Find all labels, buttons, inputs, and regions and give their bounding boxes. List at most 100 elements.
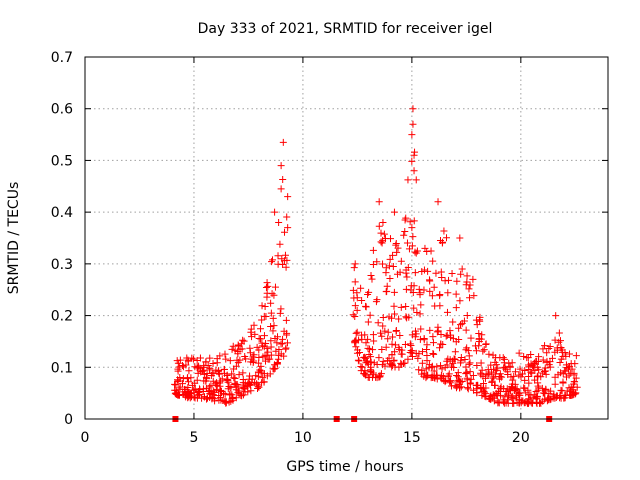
data-point: [389, 333, 397, 341]
data-point: [402, 266, 410, 274]
data-point: [383, 287, 391, 295]
data-point: [539, 345, 547, 353]
data-point: [449, 359, 457, 367]
data-point: [351, 278, 359, 286]
data-point: [226, 357, 234, 365]
data-point: [513, 386, 521, 394]
data-point: [211, 397, 219, 405]
data-point: [571, 360, 579, 368]
data-point: [434, 198, 442, 206]
data-point: [226, 391, 234, 399]
data-point: [382, 343, 390, 351]
data-point: [551, 348, 559, 356]
data-point: [389, 262, 397, 270]
data-point: [430, 374, 438, 382]
data-point: [392, 327, 400, 335]
data-point: [446, 377, 454, 385]
data-point: [403, 273, 411, 281]
data-point: [378, 346, 386, 354]
data-point: [497, 384, 505, 392]
data-point: [367, 363, 375, 371]
data-point: [486, 395, 494, 403]
data-point: [250, 321, 258, 329]
data-point: [447, 333, 455, 341]
data-point: [398, 360, 406, 368]
data-point: [497, 391, 505, 399]
data-point: [489, 374, 497, 382]
data-point: [387, 360, 395, 368]
data-point: [372, 373, 380, 381]
data-point: [397, 257, 405, 265]
data-point: [446, 327, 454, 335]
data-point: [234, 347, 242, 355]
data-point: [202, 358, 210, 366]
data-point: [409, 105, 417, 113]
data-point: [539, 397, 547, 405]
data-point: [275, 346, 283, 354]
data-point: [504, 368, 512, 376]
data-point: [269, 327, 277, 335]
data-point: [430, 283, 438, 291]
data-point: [353, 294, 361, 302]
data-point: [392, 239, 400, 247]
data-point: [365, 373, 373, 381]
data-point: [222, 355, 230, 363]
data-point: [467, 334, 475, 342]
data-point: [361, 371, 369, 379]
data-point: [501, 393, 509, 401]
data-point: [521, 376, 529, 384]
data-point: [402, 214, 410, 222]
data-point: [369, 331, 377, 339]
data-point: [207, 372, 215, 380]
data-point: [412, 349, 420, 357]
data-point: [415, 366, 423, 374]
data-point: [259, 374, 267, 382]
data-point: [277, 305, 285, 313]
data-point: [534, 372, 542, 380]
data-point: [529, 394, 537, 402]
data-point: [390, 288, 398, 296]
data-point: [414, 354, 422, 362]
data-point: [451, 348, 459, 356]
data-point: [377, 238, 385, 246]
data-point: [230, 374, 238, 382]
data-point: [353, 328, 361, 336]
data-point: [466, 294, 474, 302]
data-point: [366, 311, 374, 319]
data-point: [436, 344, 444, 352]
axis-ticks: [84, 56, 608, 420]
data-point: [512, 394, 520, 402]
data-point: [241, 353, 249, 361]
data-point: [410, 304, 418, 312]
data-point: [358, 363, 366, 371]
data-point: [461, 356, 469, 364]
data-point: [217, 387, 225, 395]
data-point: [216, 382, 224, 390]
data-point: [174, 391, 182, 399]
data-point: [184, 388, 192, 396]
data-point: [224, 385, 232, 393]
data-point: [238, 345, 246, 353]
data-point: [532, 387, 540, 395]
data-point: [442, 332, 450, 340]
data-point: [495, 399, 503, 407]
data-point: [277, 185, 285, 193]
data-point: [396, 268, 404, 276]
data-point: [369, 246, 377, 254]
data-point: [463, 311, 471, 319]
data-point: [275, 219, 283, 227]
data-point: [235, 387, 243, 395]
data-point: [556, 358, 564, 366]
data-point: [271, 283, 279, 291]
data-point: [185, 389, 193, 397]
data-point: [379, 314, 387, 322]
data-point: [273, 339, 281, 347]
x-tick-label: 15: [403, 430, 421, 446]
data-point: [400, 231, 408, 239]
data-point: [191, 394, 199, 402]
data-point: [351, 337, 359, 345]
data-point: [183, 391, 191, 399]
data-point: [443, 234, 451, 242]
data-point: [402, 285, 410, 293]
data-point: [171, 380, 179, 388]
